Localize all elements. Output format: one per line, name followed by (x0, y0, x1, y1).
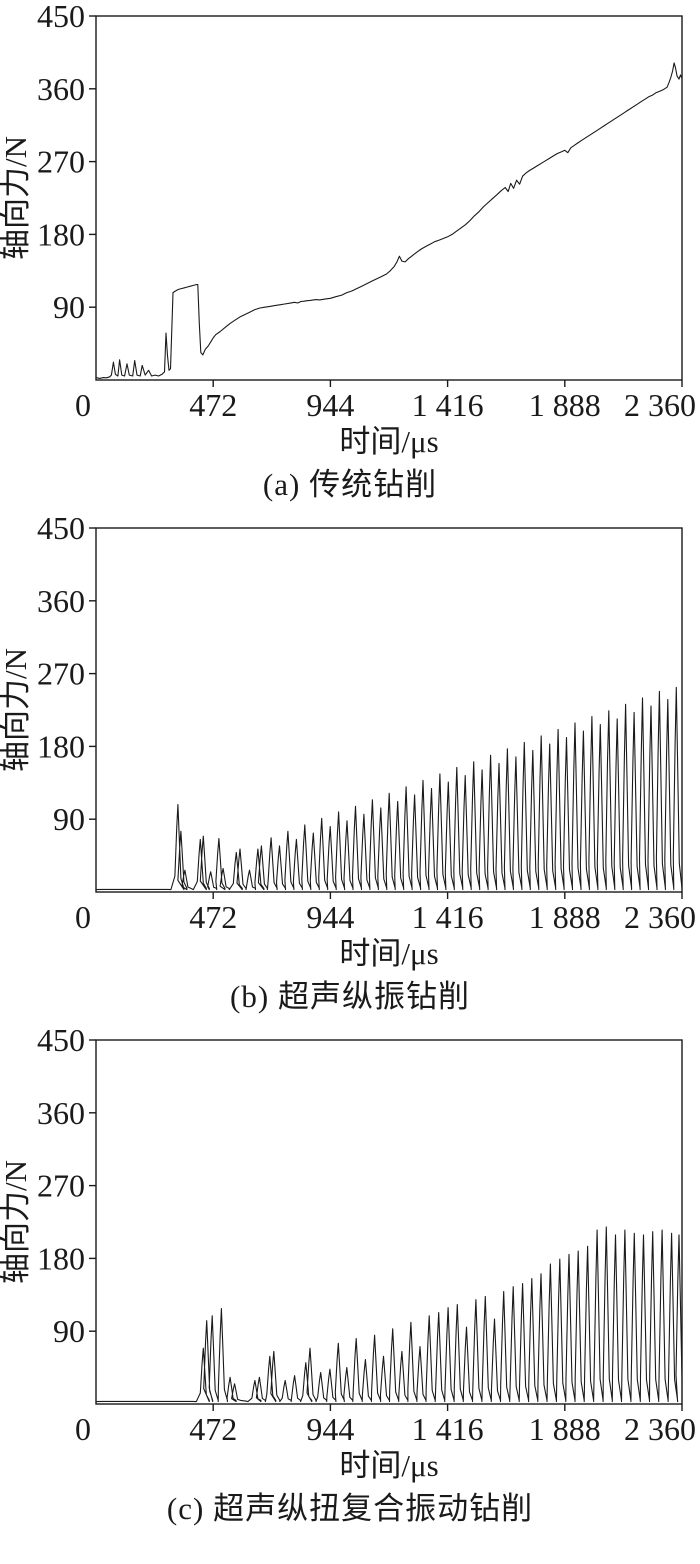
chart-a-caption: (a) 传统钻削 (262, 467, 438, 502)
chart-a-plot: 90 180 270 360 450 472 944 1 416 1 888 2 360 0 时间/μ… (0, 2, 696, 459)
chart-c-longitudinal-torsional-drilling: 90 180 270 360 450 472 944 1 416 1 888 2 360 0 时间/μ… (0, 1026, 700, 1532)
svg-text:1 416: 1 416 (412, 899, 484, 935)
svg-text:90: 90 (53, 1313, 85, 1349)
svg-text:180: 180 (37, 728, 85, 764)
svg-text:90: 90 (53, 289, 85, 325)
svg-text:轴向力/N: 轴向力/N (0, 648, 33, 772)
svg-text:472: 472 (189, 899, 237, 935)
svg-text:1 888: 1 888 (529, 1411, 601, 1447)
chart-c-caption: (c) 超声纵扭复合振动钻削 (166, 1491, 534, 1526)
svg-text:450: 450 (37, 514, 85, 546)
svg-text:1 888: 1 888 (529, 387, 601, 423)
svg-text:时间/μs: 时间/μs (339, 424, 438, 459)
svg-text:1 888: 1 888 (529, 899, 601, 935)
svg-text:360: 360 (37, 71, 85, 107)
chart-b-caption: (b) 超声纵振钻削 (230, 979, 470, 1014)
svg-text:450: 450 (37, 2, 85, 34)
svg-text:2 360: 2 360 (624, 387, 696, 423)
svg-text:270: 270 (37, 656, 85, 692)
svg-text:360: 360 (37, 583, 85, 619)
chart-c-plot: 90 180 270 360 450 472 944 1 416 1 888 2 360 0 时间/μ… (0, 1026, 696, 1483)
chart-b-plot: 90 180 270 360 450 472 944 1 416 1 888 2 360 0 时间/μ… (0, 514, 696, 971)
chart-a-traditional-drilling: 90 180 270 360 450 472 944 1 416 1 888 2 360 0 时间/μ… (0, 2, 700, 508)
svg-text:472: 472 (189, 387, 237, 423)
svg-text:时间/μs: 时间/μs (339, 936, 438, 971)
svg-text:2 360: 2 360 (624, 899, 696, 935)
svg-text:0: 0 (75, 1411, 91, 1447)
svg-text:270: 270 (37, 144, 85, 180)
svg-text:360: 360 (37, 1095, 85, 1131)
svg-text:180: 180 (37, 1240, 85, 1276)
svg-text:270: 270 (37, 1168, 85, 1204)
chart-b-ultrasonic-longitudinal-drilling: 90 180 270 360 450 472 944 1 416 1 888 2 360 0 时间/μ… (0, 514, 700, 1020)
svg-text:0: 0 (75, 899, 91, 935)
svg-text:时间/μs: 时间/μs (339, 1448, 438, 1483)
svg-text:1 416: 1 416 (412, 387, 484, 423)
svg-text:90: 90 (53, 801, 85, 837)
svg-text:180: 180 (37, 216, 85, 252)
svg-text:0: 0 (75, 387, 91, 423)
svg-text:450: 450 (37, 1026, 85, 1058)
svg-text:1 416: 1 416 (412, 1411, 484, 1447)
svg-text:944: 944 (306, 387, 354, 423)
figure-page: 90 180 270 360 450 472 944 1 416 1 888 2 360 0 时间/μ… (0, 2, 700, 1532)
svg-text:944: 944 (306, 1411, 354, 1447)
svg-text:轴向力/N: 轴向力/N (0, 1160, 33, 1284)
svg-text:2 360: 2 360 (624, 1411, 696, 1447)
svg-text:944: 944 (306, 899, 354, 935)
svg-text:472: 472 (189, 1411, 237, 1447)
svg-text:轴向力/N: 轴向力/N (0, 136, 33, 260)
